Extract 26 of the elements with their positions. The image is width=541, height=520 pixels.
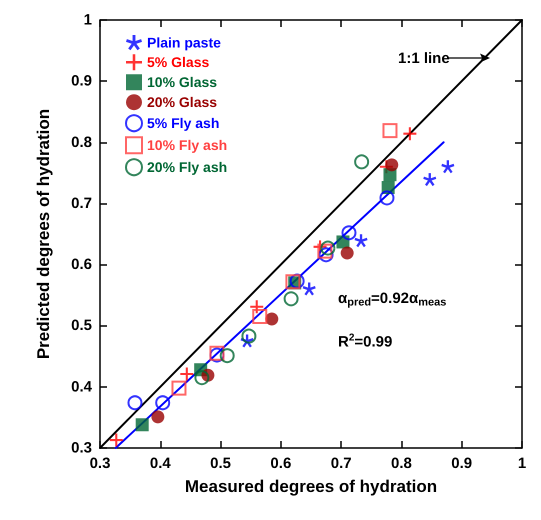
x-tick-label: 0.6 (270, 455, 292, 472)
x-tick-label: 0.5 (210, 455, 231, 472)
legend-label: 10% Fly ash (147, 137, 228, 154)
legend-label: Plain paste (147, 34, 222, 51)
x-axis-title: Measured degrees of hydration (184, 477, 438, 496)
y-tick-label: 0.8 (71, 134, 92, 151)
y-tick-label: 0.6 (71, 256, 92, 274)
y-tick-label: 0.3 (71, 440, 92, 456)
x-tick-label: 1 (518, 455, 526, 472)
legend-label: 5% Glass (147, 54, 210, 70)
legend-label: 20% Fly ash (147, 159, 228, 176)
legend-label: 10% Glass (147, 74, 218, 90)
y-tick-label: 0.7 (71, 194, 92, 212)
x-tick-label: 0.3 (90, 455, 110, 472)
legend-label: 5% Fly ash (147, 115, 220, 132)
x-tick-label: 0.8 (391, 455, 412, 472)
y-tick-label: 1 (84, 12, 92, 28)
legend-label: 20% Glass (147, 94, 218, 110)
x-tick-label: 0.4 (150, 455, 172, 472)
x-tick-label: 0.9 (451, 455, 472, 472)
y-axis-title: Predicted degrees of hydration (34, 108, 53, 360)
x-tick-label: 0.7 (330, 455, 352, 472)
y-tick-label: 0.4 (71, 378, 93, 396)
y-tick-label: 0.9 (71, 72, 92, 90)
annotation: 1:1 line (398, 50, 450, 67)
y-tick-label: 0.5 (71, 317, 92, 334)
